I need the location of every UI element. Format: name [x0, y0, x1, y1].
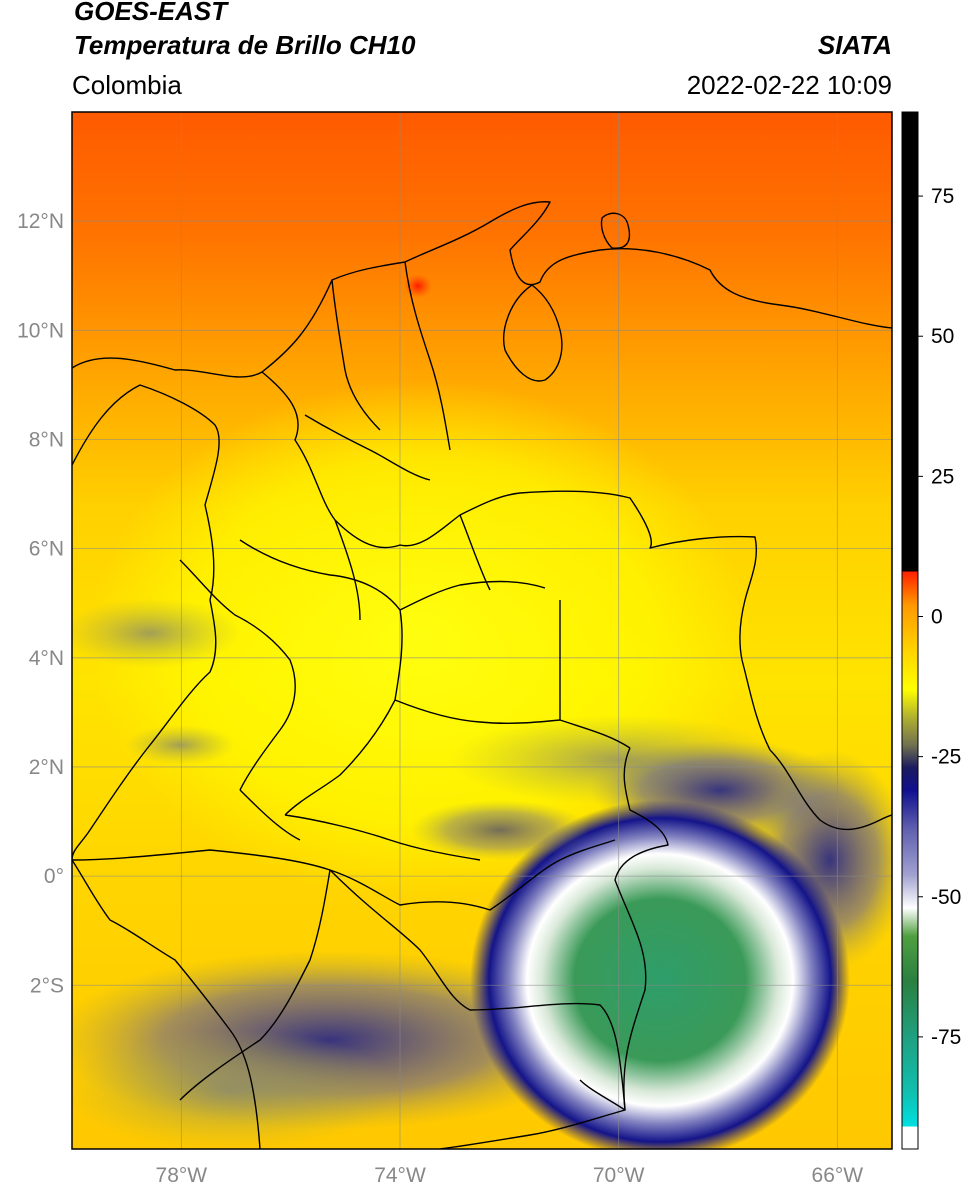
region-label: Colombia — [72, 70, 182, 100]
satellite-title: GOES-EAST — [74, 0, 228, 26]
colorbar-tick-label: 75 — [931, 185, 954, 208]
latitude-labels: 12°N 10°N 8°N 6°N 4°N 2°N 0° 2°S — [17, 210, 64, 997]
latitude-tick-label: 8°N — [29, 428, 64, 451]
longitude-tick-label: 66°W — [812, 1164, 864, 1187]
colorbar-tick-label: -50 — [931, 886, 961, 909]
country-borders — [72, 201, 892, 1149]
latitude-tick-label: 12°N — [17, 210, 64, 233]
colorbar-ticks: 75 50 25 0 -25 -50 -75 — [918, 185, 961, 1049]
latitude-tick-label: 2°S — [30, 974, 64, 997]
datetime-label: 2022-02-22 10:09 — [686, 70, 892, 100]
longitude-tick-label: 78°W — [156, 1164, 208, 1187]
longitude-tick-label: 70°W — [593, 1164, 645, 1187]
longitude-labels: 78°W 74°W 70°W 66°W — [156, 1164, 864, 1187]
colorbar-tick-label: -75 — [931, 1026, 961, 1049]
source-label: SIATA — [817, 30, 892, 60]
map-frame — [71, 111, 893, 1150]
longitude-tick-label: 74°W — [374, 1164, 426, 1187]
colorbar-scale — [901, 111, 919, 1150]
latitude-tick-label: 6°N — [29, 538, 64, 561]
colorbar-tick-label: 50 — [931, 325, 954, 348]
latitude-tick-label: 0° — [44, 865, 64, 888]
latitude-tick-label: 4°N — [29, 647, 64, 670]
latitude-tick-label: 2°N — [29, 756, 64, 779]
brightness-temperature-field — [72, 112, 892, 1149]
colorbar-tick-label: -25 — [931, 746, 961, 769]
colorbar-tick-label: 25 — [931, 465, 954, 488]
colorbar: 75 50 25 0 -25 -50 -75 — [901, 111, 961, 1150]
colorbar-tick-label: 0 — [931, 605, 943, 628]
product-title: Temperatura de Brillo CH10 — [74, 30, 416, 60]
latitude-tick-label: 10°N — [17, 319, 64, 342]
graticule — [72, 112, 892, 1149]
